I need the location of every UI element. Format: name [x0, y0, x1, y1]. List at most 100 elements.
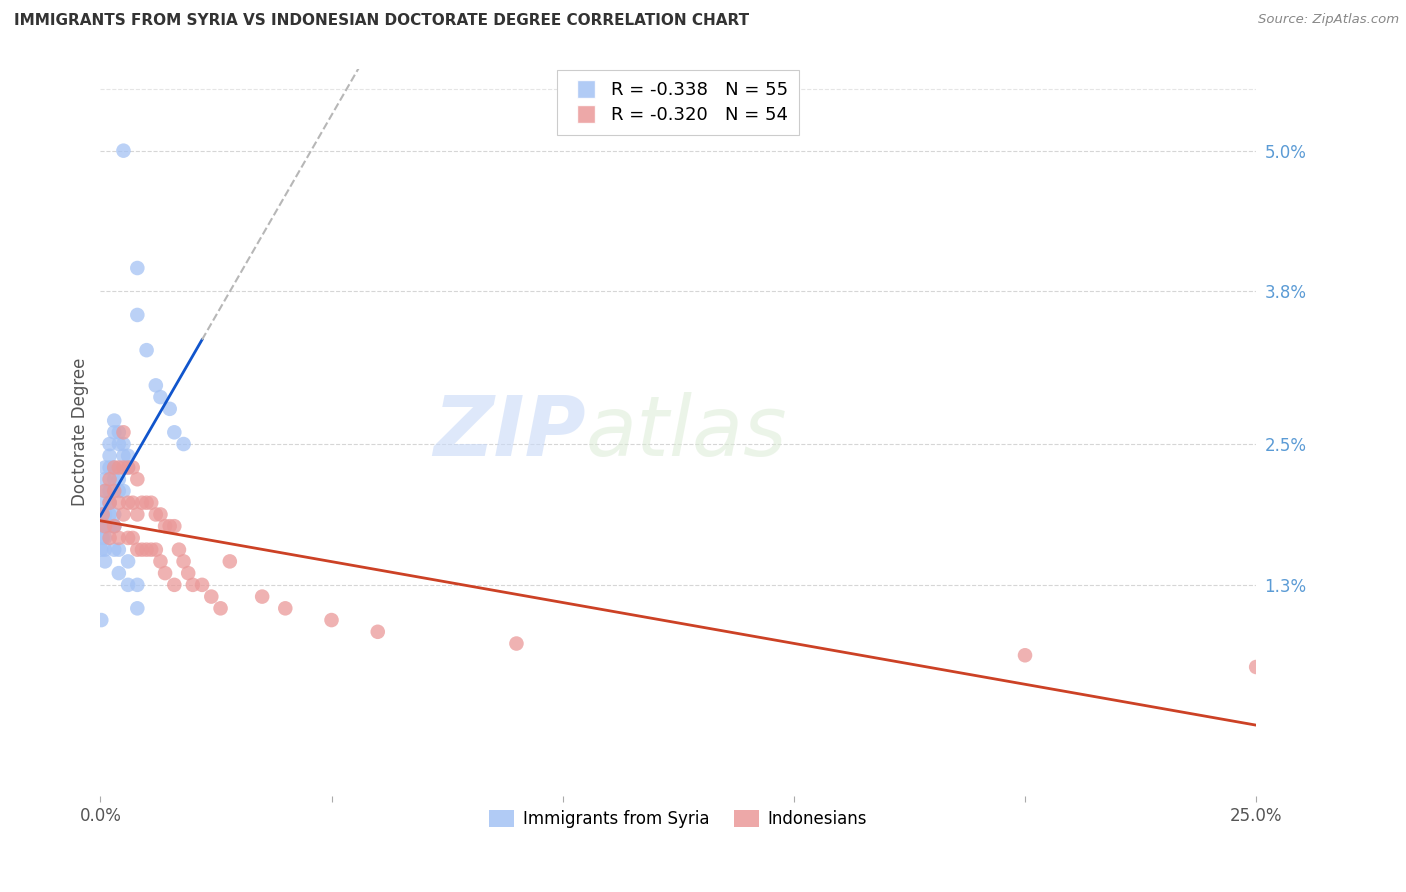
Point	[159, 401, 181, 416]
Point	[209, 601, 232, 615]
Point	[103, 425, 125, 440]
Point	[98, 472, 121, 486]
Point	[103, 472, 125, 486]
Point	[94, 483, 117, 498]
Point	[135, 343, 157, 358]
Point	[98, 496, 121, 510]
Point	[94, 472, 117, 486]
Point	[145, 378, 167, 392]
Point	[98, 449, 121, 463]
Point	[167, 542, 190, 557]
Point	[103, 413, 125, 427]
Point	[94, 519, 117, 533]
Point	[98, 496, 121, 510]
Point	[108, 531, 131, 545]
Point	[91, 496, 114, 510]
Point	[117, 460, 139, 475]
Point	[200, 590, 222, 604]
Point	[135, 542, 157, 557]
Point	[112, 460, 135, 475]
Point	[173, 437, 195, 451]
Point	[94, 531, 117, 545]
Point	[274, 601, 297, 615]
Y-axis label: Doctorate Degree: Doctorate Degree	[72, 358, 89, 507]
Point	[108, 472, 131, 486]
Point	[149, 508, 172, 522]
Point	[103, 460, 125, 475]
Point	[117, 496, 139, 510]
Point	[103, 542, 125, 557]
Point	[98, 519, 121, 533]
Point	[98, 483, 121, 498]
Point	[163, 578, 186, 592]
Point	[181, 578, 204, 592]
Point	[505, 636, 527, 650]
Point	[131, 542, 153, 557]
Point	[98, 496, 121, 510]
Point	[94, 483, 117, 498]
Point	[141, 542, 163, 557]
Point	[117, 531, 139, 545]
Point	[121, 496, 143, 510]
Point	[1244, 660, 1267, 674]
Point	[112, 449, 135, 463]
Text: ZIP: ZIP	[433, 392, 586, 473]
Point	[127, 542, 149, 557]
Text: IMMIGRANTS FROM SYRIA VS INDONESIAN DOCTORATE DEGREE CORRELATION CHART: IMMIGRANTS FROM SYRIA VS INDONESIAN DOCT…	[14, 13, 749, 29]
Point	[1014, 648, 1036, 663]
Point	[94, 554, 117, 568]
Point	[98, 437, 121, 451]
Point	[127, 601, 149, 615]
Text: Source: ZipAtlas.com: Source: ZipAtlas.com	[1258, 13, 1399, 27]
Point	[103, 519, 125, 533]
Point	[90, 542, 112, 557]
Point	[159, 519, 181, 533]
Point	[91, 519, 114, 533]
Point	[91, 531, 114, 545]
Point	[108, 566, 131, 581]
Point	[131, 496, 153, 510]
Point	[117, 578, 139, 592]
Point	[135, 496, 157, 510]
Point	[91, 508, 114, 522]
Point	[91, 508, 114, 522]
Point	[90, 519, 112, 533]
Legend: Immigrants from Syria, Indonesians: Immigrants from Syria, Indonesians	[482, 804, 873, 835]
Point	[112, 483, 135, 498]
Point	[121, 460, 143, 475]
Point	[250, 590, 273, 604]
Point	[127, 508, 149, 522]
Point	[112, 425, 135, 440]
Point	[108, 460, 131, 475]
Point	[117, 449, 139, 463]
Point	[108, 425, 131, 440]
Point	[153, 519, 176, 533]
Point	[98, 531, 121, 545]
Point	[94, 460, 117, 475]
Point	[117, 554, 139, 568]
Point	[367, 624, 389, 639]
Point	[127, 308, 149, 322]
Point	[173, 554, 195, 568]
Point	[127, 260, 149, 275]
Point	[98, 460, 121, 475]
Point	[149, 390, 172, 404]
Point	[191, 578, 214, 592]
Point	[112, 508, 135, 522]
Point	[127, 472, 149, 486]
Point	[112, 437, 135, 451]
Point	[103, 483, 125, 498]
Point	[94, 542, 117, 557]
Point	[117, 460, 139, 475]
Point	[321, 613, 343, 627]
Point	[149, 554, 172, 568]
Point	[94, 508, 117, 522]
Point	[112, 144, 135, 158]
Point	[103, 519, 125, 533]
Point	[145, 542, 167, 557]
Point	[121, 531, 143, 545]
Point	[98, 508, 121, 522]
Point	[108, 496, 131, 510]
Point	[127, 578, 149, 592]
Point	[163, 519, 186, 533]
